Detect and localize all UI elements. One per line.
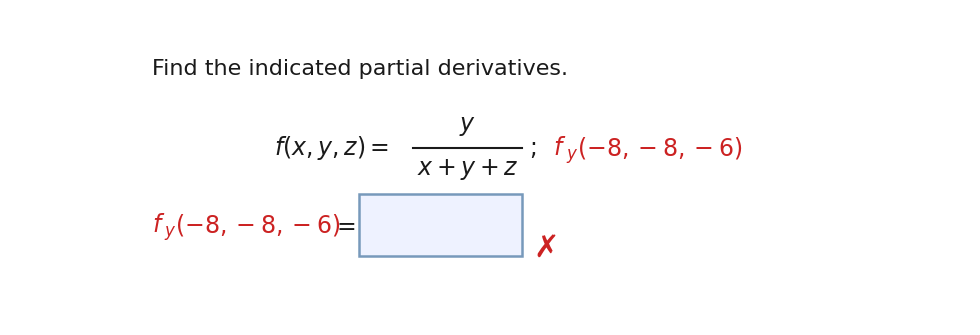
Text: $(-8, -8, -6)$: $(-8, -8, -6)$ <box>175 212 341 238</box>
Text: $f$: $f$ <box>152 213 166 237</box>
Text: $y$: $y$ <box>165 224 176 242</box>
Text: $f(x, y, z)=$: $f(x, y, z)=$ <box>273 134 389 162</box>
Text: $x + y + z$: $x + y + z$ <box>416 157 518 182</box>
Text: $=$: $=$ <box>332 213 356 237</box>
Text: $f$: $f$ <box>554 136 566 160</box>
Text: $y$: $y$ <box>459 115 476 138</box>
Text: $y$: $y$ <box>565 147 578 165</box>
Text: ✗: ✗ <box>533 233 559 263</box>
Text: $(-8, -8, -6)$: $(-8, -8, -6)$ <box>577 135 743 161</box>
FancyBboxPatch shape <box>359 194 521 256</box>
Text: Find the indicated partial derivatives.: Find the indicated partial derivatives. <box>152 59 568 79</box>
Text: ;: ; <box>529 136 537 160</box>
